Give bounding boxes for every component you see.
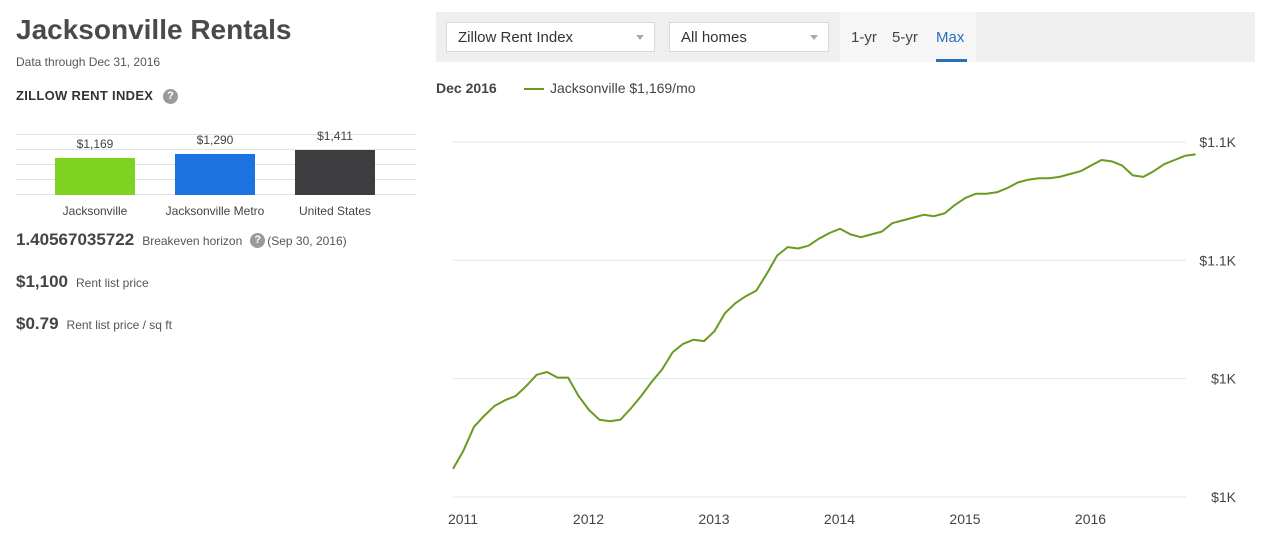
- bar-value-label: $1,411: [317, 129, 353, 143]
- rent-list-price-label: Rent list price: [76, 276, 149, 290]
- bar-category-label: Jacksonville: [62, 204, 128, 218]
- bar-value-label: $1,169: [76, 137, 114, 151]
- breakeven-value: 1.40567035722: [16, 230, 135, 249]
- y-tick-label: $1K: [1211, 489, 1237, 505]
- y-tick-label: $1.1K: [1199, 252, 1236, 268]
- range-tab-group: 1-yr 5-yr Max: [840, 12, 976, 62]
- bar-grid-line: [16, 134, 416, 135]
- range-tab-1yr[interactable]: 1-yr: [851, 29, 877, 46]
- x-tick-label: 2012: [573, 511, 604, 527]
- home-type-select[interactable]: All homes: [669, 22, 829, 52]
- rent-per-sqft-row: $0.79 Rent list price / sq ft: [16, 314, 172, 334]
- x-tick-label: 2016: [1075, 511, 1106, 527]
- rent-index-heading: ZILLOW RENT INDEX ?: [16, 88, 179, 104]
- rent-per-sqft-label: Rent list price / sq ft: [66, 318, 172, 332]
- x-tick-label: 2014: [824, 511, 855, 527]
- breakeven-label: Breakeven horizon: [142, 234, 243, 248]
- breakeven-row: 1.40567035722 Breakeven horizon ? (Sep 3…: [16, 230, 347, 250]
- breakeven-date: (Sep 30, 2016): [267, 234, 347, 248]
- legend-date: Dec 2016: [436, 80, 497, 96]
- chart-toolbar: Zillow Rent Index All homes 1-yr 5-yr Ma…: [436, 12, 1255, 62]
- rent-per-sqft-value: $0.79: [16, 314, 59, 333]
- comparison-bar-jacksonville[interactable]: [55, 158, 135, 195]
- active-range-underline: [936, 59, 967, 62]
- y-tick-label: $1.1K: [1199, 134, 1236, 150]
- legend-swatch: [524, 88, 544, 90]
- x-tick-label: 2011: [448, 511, 478, 527]
- range-tab-5yr[interactable]: 5-yr: [892, 29, 918, 46]
- metric-select-value: Zillow Rent Index: [458, 28, 574, 46]
- chevron-down-icon: [810, 35, 818, 40]
- bar-grid-line: [16, 149, 416, 150]
- comparison-bar-united-states[interactable]: [295, 150, 375, 195]
- metric-select[interactable]: Zillow Rent Index: [446, 22, 655, 52]
- bar-category-label: Jacksonville Metro: [165, 204, 265, 218]
- bar-value-label: $1,290: [196, 133, 234, 147]
- rent-list-price-value: $1,100: [16, 272, 68, 291]
- help-icon[interactable]: ?: [163, 88, 179, 104]
- series-line-jacksonville[interactable]: [452, 153, 1196, 470]
- y-tick-label: $1K: [1211, 371, 1237, 387]
- home-type-select-value: All homes: [681, 28, 747, 46]
- data-through-subtitle: Data through Dec 31, 2016: [16, 55, 161, 69]
- rent-list-price-row: $1,100 Rent list price: [16, 272, 149, 292]
- legend-series-label: Jacksonville $1,169/mo: [550, 80, 696, 96]
- chevron-down-icon: [636, 35, 644, 40]
- bar-category-label: United States: [298, 204, 372, 218]
- x-tick-label: 2015: [949, 511, 980, 527]
- rent-index-heading-label: ZILLOW RENT INDEX: [16, 88, 154, 103]
- x-tick-label: 2013: [698, 511, 729, 527]
- help-icon[interactable]: ?: [250, 232, 266, 248]
- page-title: Jacksonville Rentals: [16, 14, 292, 45]
- range-tab-max[interactable]: Max: [936, 29, 965, 46]
- comparison-bar-jacksonville-metro[interactable]: [175, 154, 255, 195]
